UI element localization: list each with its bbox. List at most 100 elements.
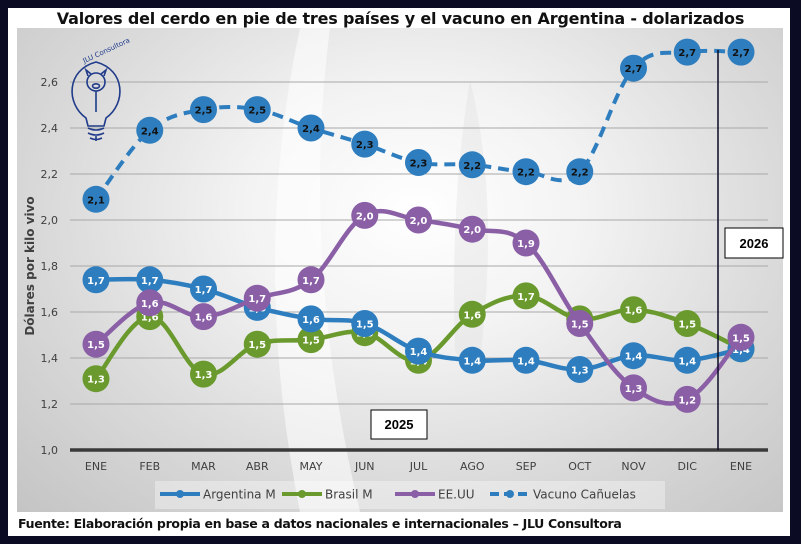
data-point — [297, 266, 325, 294]
data-point — [136, 289, 164, 317]
legend-swatch-marker — [176, 490, 184, 498]
data-point — [190, 303, 217, 331]
data-point — [512, 282, 540, 310]
data-label: 2,7 — [678, 48, 696, 59]
data-label: 1,5 — [87, 340, 105, 351]
y-tick-label: 1,0 — [41, 444, 59, 457]
data-label: 1,5 — [732, 333, 750, 344]
data-label: 1,6 — [463, 310, 481, 321]
series-ee-uu: 1,5 1,6 1,6 1,7 1,7 2,0 2,0 2,0 1,9 1,5 1,3 1,2 1,5 — [82, 201, 755, 413]
data-label: 2,5 — [248, 106, 266, 117]
data-label: 2,5 — [195, 106, 213, 117]
x-tick-label: FEB — [139, 460, 160, 473]
year-label-2025: 2025 — [385, 417, 414, 432]
data-label: 1,6 — [195, 313, 213, 324]
data-label: 1,3 — [625, 384, 643, 395]
legend-swatch-marker — [298, 490, 306, 498]
data-label: 1,3 — [87, 375, 105, 386]
data-label: 1,6 — [625, 306, 643, 317]
legend-swatch-marker — [411, 490, 419, 498]
data-point — [620, 342, 647, 370]
x-tick-label: MAY — [300, 460, 323, 473]
data-point — [458, 151, 486, 179]
data-point — [190, 96, 217, 124]
year-label-2026: 2026 — [740, 236, 769, 251]
data-label: 1,3 — [195, 370, 213, 381]
legend-label: Argentina M — [203, 488, 276, 502]
data-point — [405, 149, 432, 176]
data-point — [243, 96, 271, 124]
data-label: 1,6 — [302, 315, 320, 326]
x-tick-label: JUL — [409, 460, 428, 473]
data-point — [727, 323, 755, 351]
y-axis-ticks: 1,0 1,2 1,4 1,6 1,8 2,0 2,2 2,4 2,6 — [41, 76, 59, 457]
data-point — [620, 374, 647, 402]
x-tick-label: ABR — [246, 460, 269, 473]
source-note: Fuente: Elaboración propia en base a dat… — [18, 516, 622, 531]
data-label: 2,7 — [625, 64, 643, 75]
data-point — [458, 215, 486, 243]
data-label: 2,2 — [571, 168, 589, 179]
data-label: 2,2 — [517, 168, 535, 179]
data-label: 2,3 — [356, 140, 374, 151]
data-point — [351, 130, 379, 158]
legend: Argentina M Brasil M EE.UU Vacuno Cañuelas — [160, 488, 636, 502]
data-label: 2,0 — [356, 211, 374, 222]
series-group: 1,3 1,6 1,3 1,5 1,5 1,5 1,4 1,6 1,7 1,6 1,6 1,5 1,4 1… — [82, 38, 755, 413]
data-label: 2,3 — [410, 159, 428, 170]
data-point — [458, 346, 486, 374]
data-point — [673, 310, 701, 337]
data-point — [512, 346, 540, 374]
y-tick-label: 1,8 — [41, 260, 59, 273]
data-point — [566, 158, 594, 186]
data-label: 1,5 — [248, 340, 266, 351]
data-point — [297, 326, 325, 354]
data-label: 1,5 — [571, 320, 589, 331]
y-tick-label: 2,2 — [41, 168, 59, 181]
data-point — [243, 330, 271, 358]
legend-entry: Brasil M — [282, 488, 373, 502]
data-point — [405, 206, 432, 234]
x-tick-label: ENE — [85, 460, 107, 473]
jlu-logo-icon — [71, 61, 121, 141]
data-point — [82, 185, 110, 213]
legend-entry: Argentina M — [160, 488, 276, 502]
x-tick-label: AGO — [460, 460, 485, 473]
data-label: 1,4 — [463, 356, 481, 367]
data-point — [512, 158, 540, 186]
data-label: 1,7 — [141, 276, 159, 287]
data-point — [351, 310, 379, 337]
chart-title: Valores del cerdo en pie de tres países … — [56, 9, 745, 28]
data-label: 1,7 — [195, 285, 213, 296]
data-point — [351, 201, 379, 229]
data-point — [727, 38, 755, 66]
data-label: 1,7 — [517, 292, 535, 303]
grid-lines — [70, 81, 768, 452]
x-tick-label: SEP — [516, 460, 537, 473]
legend-entry: Vacuno Cañuelas — [490, 488, 636, 502]
data-point — [82, 330, 110, 358]
y-tick-label: 2,6 — [41, 76, 59, 89]
data-point — [82, 365, 110, 393]
y-axis-label: Dólares por kilo vivo — [23, 196, 37, 335]
data-label: 1,4 — [625, 352, 643, 363]
data-label: 1,4 — [517, 356, 535, 367]
data-label: 1,5 — [302, 336, 320, 347]
data-label: 2,0 — [410, 216, 428, 227]
x-tick-label: NOV — [621, 460, 646, 473]
series-vacuno-cañuelas: 2,1 2,4 2,5 2,5 2,4 2,3 2,3 2,2 2,2 2,2 2,7 2,7 2,7 — [82, 38, 755, 213]
y-tick-label: 1,4 — [41, 352, 59, 365]
legend-label: EE.UU — [438, 488, 475, 502]
logo-text: JLU Consultora — [81, 36, 131, 65]
x-tick-label: ENE — [730, 460, 752, 473]
series-argentina-m: 1,71,71,71,61,61,51,41,41,41,31,41,41,4 — [82, 266, 755, 383]
data-label: 1,6 — [141, 299, 159, 310]
data-point — [297, 114, 325, 142]
data-point — [190, 360, 217, 388]
data-point — [673, 385, 701, 413]
data-label: 2,4 — [141, 126, 159, 137]
data-point — [566, 356, 594, 383]
data-point — [82, 266, 110, 294]
y-tick-label: 2,4 — [41, 122, 59, 135]
x-axis-ticks: ENE FEB MAR ABR MAY JUN JUL AGO SEP OCT NOV DIC ENE — [85, 460, 752, 473]
